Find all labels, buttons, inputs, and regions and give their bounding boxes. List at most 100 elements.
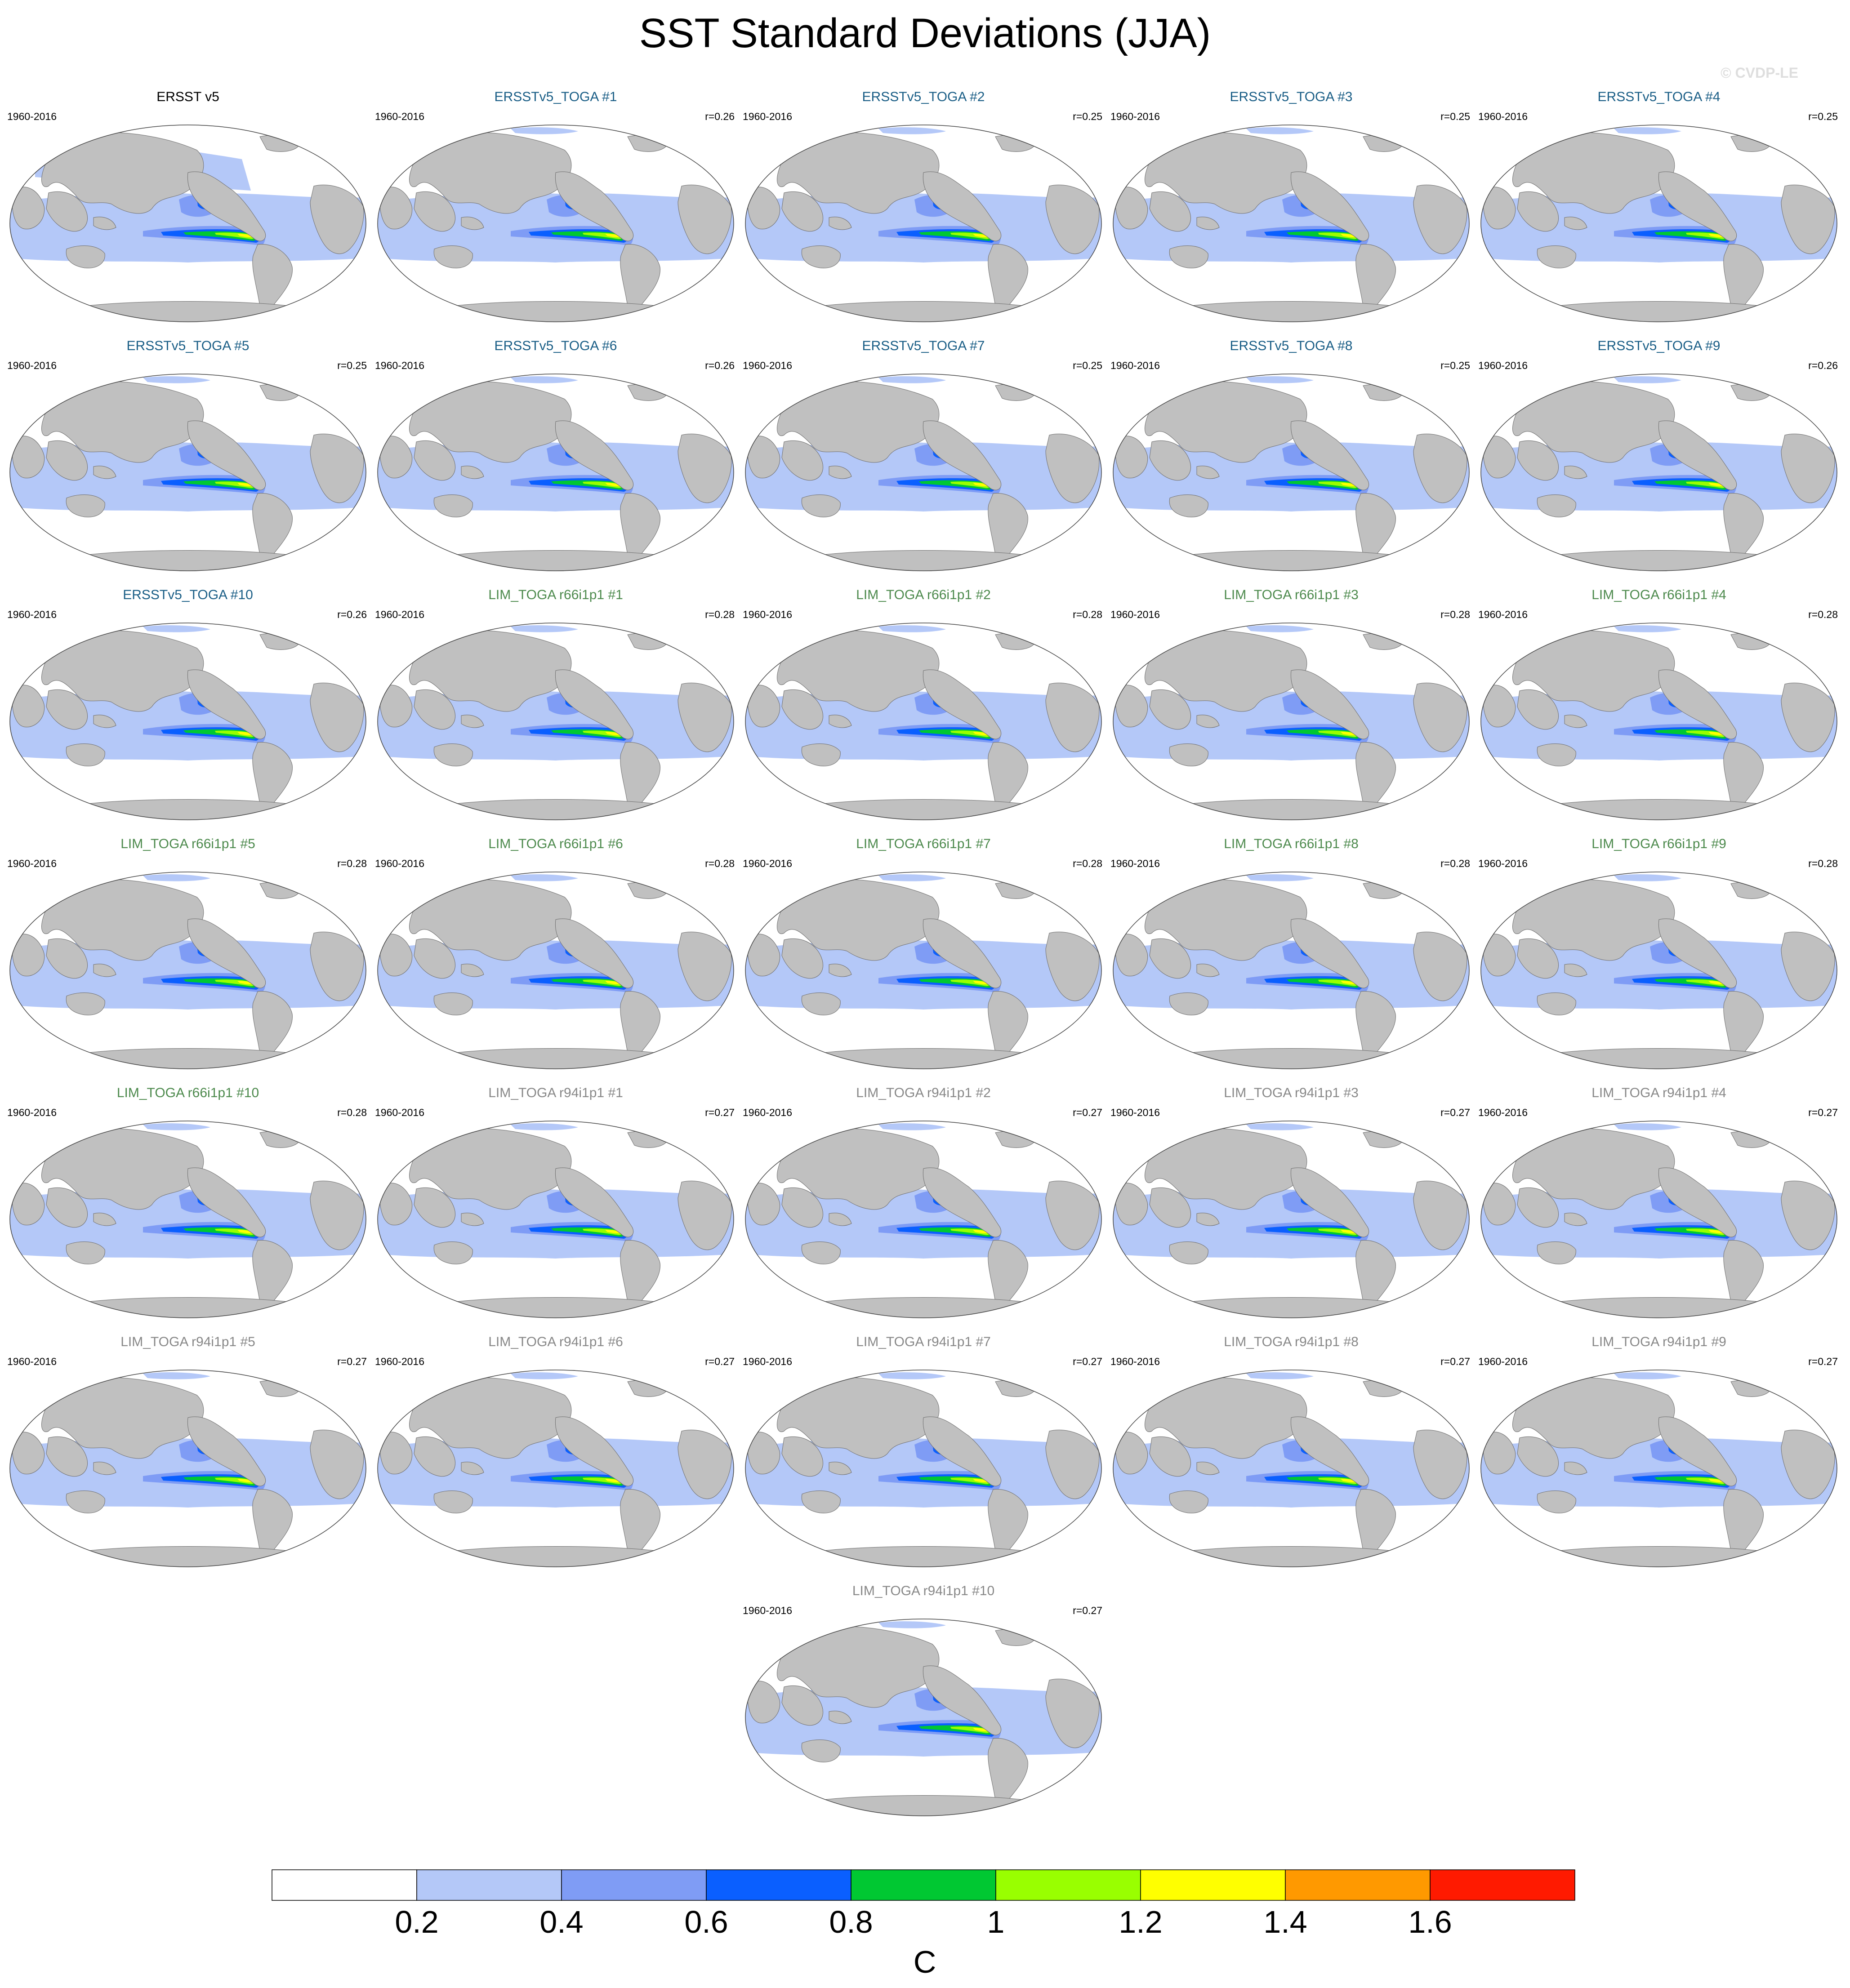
map-panel: LIM_TOGA r66i1p1 #10 1960-2016 r=0.28: [4, 1084, 372, 1327]
map-panel: ERSSTv5_TOGA #6 1960-2016 r=0.26: [371, 337, 740, 580]
panel-years: 1960-2016: [1478, 609, 1528, 620]
map-outline: [377, 623, 734, 820]
land-mass: [678, 1429, 732, 1499]
land-mass: [75, 799, 301, 820]
sst-std-map: [9, 623, 366, 820]
sst-band-0.2-arctic: [878, 1372, 946, 1379]
land-mass: [409, 630, 572, 712]
cold-tongue-1.2: [973, 1479, 989, 1483]
map-outline: [745, 872, 1102, 1069]
land-mass: [1546, 799, 1772, 820]
land-mass: [1546, 1048, 1772, 1069]
land-mass: [41, 132, 204, 214]
cold-tongue-1.2: [973, 1728, 989, 1732]
cold-tongue-1.2: [605, 483, 621, 487]
sst-band-0.2-arctic: [1614, 376, 1681, 383]
sst-std-map: [745, 125, 1102, 322]
sst-std-map: [745, 374, 1102, 571]
map-panel: LIM_TOGA r94i1p1 #5 1960-2016 r=0.27: [4, 1333, 372, 1576]
land-mass: [12, 685, 45, 728]
sst-std-map: [1480, 374, 1837, 571]
land-mass: [1169, 1490, 1208, 1513]
map-outline: [1480, 374, 1837, 571]
land-mass: [433, 494, 473, 517]
land-mass: [678, 184, 732, 254]
map-outline: [1480, 623, 1837, 820]
cold-tongue-1.2: [1341, 981, 1357, 985]
land-mass: [678, 682, 732, 752]
land-mass: [1149, 689, 1191, 730]
panel-years: 1960-2016: [7, 1356, 57, 1367]
land-mass: [187, 1416, 266, 1486]
cold-tongue-1.2: [973, 981, 989, 985]
land-mass: [414, 440, 455, 481]
cold-tongue-1.2: [1708, 1230, 1725, 1234]
land-mass: [1045, 433, 1100, 503]
land-mass: [1658, 918, 1737, 988]
land-mass: [12, 1183, 45, 1226]
land-mass: [777, 879, 940, 961]
land-mass: [1115, 187, 1148, 230]
panel-title: LIM_TOGA r66i1p1 #8: [1224, 836, 1359, 851]
map-field: [1113, 374, 1469, 571]
panel-title: LIM_TOGA r94i1p1 #8: [1224, 1334, 1359, 1349]
land-mass: [1781, 931, 1835, 1001]
map-panel: ERSSTv5_TOGA #4 1960-2016 r=0.25: [1475, 88, 1843, 331]
land-mass: [777, 1128, 940, 1210]
panel-title: LIM_TOGA r94i1p1 #6: [488, 1334, 623, 1349]
land-mass: [810, 799, 1037, 820]
sst-std-map: [745, 1619, 1102, 1816]
land-mass: [555, 918, 634, 988]
land-mass: [1537, 743, 1576, 766]
sst-band-0.2-arctic: [878, 1123, 946, 1130]
land-mass: [747, 1432, 780, 1475]
land-mass: [781, 1187, 823, 1228]
cold-tongue-1.2: [973, 234, 989, 238]
map-field: [10, 872, 366, 1069]
map-panel: LIM_TOGA r94i1p1 #4 1960-2016 r=0.27: [1475, 1084, 1843, 1327]
land-mass: [1196, 715, 1220, 728]
map-field: [1113, 623, 1469, 820]
land-mass: [46, 191, 88, 232]
land-mass: [923, 420, 1002, 490]
land-mass: [46, 689, 88, 730]
land-mass: [66, 494, 105, 517]
land-mass: [1196, 1462, 1220, 1475]
land-mass: [409, 1377, 572, 1459]
land-mass: [93, 466, 116, 479]
land-mass: [187, 669, 266, 739]
land-mass: [1483, 1183, 1516, 1226]
land-mass: [433, 992, 473, 1015]
land-mass: [829, 964, 852, 977]
land-mass: [777, 381, 940, 463]
sst-std-map: [1113, 1121, 1470, 1318]
panel-title: ERSSTv5_TOGA #9: [1597, 338, 1721, 353]
land-mass: [1145, 1377, 1307, 1459]
panel-title: LIM_TOGA r94i1p1 #7: [856, 1334, 991, 1349]
land-mass: [93, 964, 116, 977]
panel-title: LIM_TOGA r94i1p1 #4: [1591, 1085, 1726, 1100]
land-mass: [781, 689, 823, 730]
sst-std-map: [377, 1370, 734, 1567]
map-outline: [377, 872, 734, 1069]
land-mass: [461, 715, 484, 728]
sst-band-0.2-arctic: [511, 376, 578, 383]
land-mass: [801, 992, 841, 1015]
land-mass: [414, 938, 455, 979]
land-mass: [801, 494, 841, 517]
land-mass: [1413, 184, 1467, 254]
sst-std-map: [1113, 1370, 1470, 1567]
sst-band-0.2-arctic: [143, 1123, 210, 1130]
panel-years: 1960-2016: [1110, 858, 1160, 869]
map-panel: ERSSTv5_TOGA #2 1960-2016 r=0.25: [739, 88, 1108, 331]
map-panel: LIM_TOGA r66i1p1 #9 1960-2016 r=0.28: [1475, 835, 1843, 1078]
panel-title: LIM_TOGA r66i1p1 #2: [856, 587, 991, 602]
land-mass: [1512, 132, 1675, 214]
land-mass: [310, 184, 364, 254]
panel-correlation: r=0.28: [705, 858, 735, 869]
land-mass: [414, 191, 455, 232]
land-mass: [75, 1048, 301, 1069]
map-field: [745, 1370, 1101, 1567]
panel-correlation: r=0.28: [1073, 858, 1102, 869]
land-mass: [1115, 1183, 1148, 1226]
